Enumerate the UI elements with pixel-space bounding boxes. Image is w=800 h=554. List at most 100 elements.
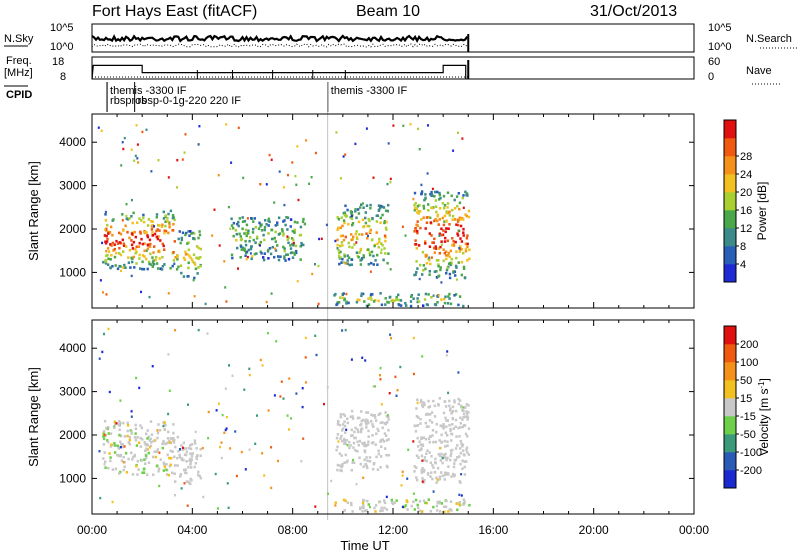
cell-4-197 — [414, 206, 417, 210]
cell-2-147 — [257, 227, 261, 230]
cell-2-152 — [239, 238, 243, 242]
cell-1-27 — [197, 473, 200, 477]
cell-0-135 — [110, 244, 113, 247]
cell-3-212 — [435, 481, 438, 484]
cell-4-28 — [425, 261, 429, 265]
cell-4-141 — [435, 259, 439, 262]
cell-5-47 — [397, 298, 400, 302]
scatter-77 — [417, 127, 420, 131]
cell-4-223 — [415, 207, 419, 211]
cell-3-119 — [365, 232, 368, 235]
cell-3-36 — [350, 212, 353, 215]
cell-5-75 — [443, 297, 446, 301]
ytick-label-3: 4000 — [59, 341, 86, 355]
cell-3-156 — [428, 435, 432, 438]
cell-0-134 — [143, 230, 146, 234]
scatter-81 — [389, 181, 392, 184]
cell-2-119 — [292, 243, 295, 247]
cell-2-166 — [286, 216, 290, 220]
cell-4-126 — [451, 214, 455, 218]
cell-4-20 — [424, 267, 427, 271]
cell-2-36 — [348, 440, 351, 444]
cell-2-45 — [375, 455, 378, 459]
scatter-106 — [412, 440, 415, 443]
cell-4-58 — [441, 202, 445, 205]
cell-2-60 — [361, 418, 365, 422]
cell-5-76 — [410, 295, 413, 298]
scatter-89 — [201, 446, 204, 450]
cell-3-10 — [369, 228, 372, 232]
cell-0-106 — [168, 225, 171, 229]
cell-0-47 — [105, 240, 109, 243]
cbar-seg-5 — [724, 174, 736, 193]
scatter-88 — [228, 364, 230, 367]
cell-0-10 — [153, 232, 157, 236]
cell-0-217 — [132, 255, 135, 259]
cell-3-232 — [450, 439, 453, 442]
cell-0-25 — [166, 217, 169, 220]
cell-0-17 — [162, 217, 166, 220]
cell-4-114 — [416, 211, 419, 214]
cell-3-112 — [380, 251, 383, 255]
cell-2-11 — [237, 224, 240, 228]
cell-0-140 — [161, 446, 164, 450]
scatter-9 — [204, 302, 207, 306]
cell-4-217 — [445, 271, 448, 275]
cell-3-12 — [415, 415, 419, 418]
cell-1-58 — [190, 443, 194, 446]
cell-0-189 — [171, 216, 175, 220]
scatter-110 — [407, 448, 410, 451]
scatter-97 — [234, 430, 237, 433]
scatter-142 — [300, 460, 303, 463]
cell-3-115 — [451, 423, 454, 426]
cell-2-164 — [241, 216, 244, 219]
cell-0-21 — [133, 266, 136, 269]
cell-4-75 — [434, 199, 437, 202]
scatter-132 — [452, 149, 455, 152]
cell-3-64 — [433, 415, 437, 418]
scatter-62 — [107, 327, 110, 331]
cell-2-2 — [239, 235, 242, 238]
cell-4-88 — [462, 265, 466, 269]
scatter-79 — [104, 228, 106, 231]
cell-4-32 — [429, 509, 433, 513]
noise-traces — [91, 34, 470, 52]
cell-0-18 — [147, 451, 150, 455]
scatter-8 — [261, 452, 264, 455]
cell-3-149 — [459, 439, 463, 443]
cell-2-103 — [340, 469, 343, 473]
cell-2-75 — [244, 254, 247, 258]
cell-0-45 — [148, 245, 152, 248]
cell-4-36 — [444, 236, 447, 240]
cbar-label-2: 12 — [740, 223, 752, 235]
scatter-147 — [427, 124, 429, 127]
scatter-75 — [438, 234, 441, 237]
cell-3-44 — [386, 209, 389, 213]
cell-2-49 — [349, 415, 352, 419]
cell-1-66 — [191, 452, 194, 455]
cell-4-243 — [416, 224, 419, 227]
cell-4-3 — [443, 206, 446, 210]
cell-3-130 — [340, 241, 344, 244]
cell-4-143 — [458, 201, 462, 205]
cell-0-141 — [118, 231, 121, 235]
scatter-31 — [460, 494, 463, 497]
cbar-frame — [723, 325, 737, 489]
cbar-seg-0 — [724, 264, 736, 283]
cell-2-15 — [282, 234, 285, 237]
cell-4-45 — [383, 506, 386, 510]
cbar-label-1: 8 — [740, 241, 746, 253]
cell-2-83 — [363, 458, 366, 462]
scatter-55 — [304, 336, 307, 340]
cell-0-51 — [163, 465, 166, 469]
cell-5-41 — [399, 304, 403, 307]
cell-4-31 — [457, 223, 460, 227]
cell-3-167 — [446, 456, 449, 460]
cell-3-178 — [447, 473, 450, 476]
cell-3-52 — [375, 231, 378, 234]
cell-3-11 — [376, 253, 379, 257]
cell-2-51 — [289, 218, 293, 221]
scatter-150 — [314, 334, 317, 337]
noise-right-tick-bottom: 10^0 — [708, 41, 732, 53]
